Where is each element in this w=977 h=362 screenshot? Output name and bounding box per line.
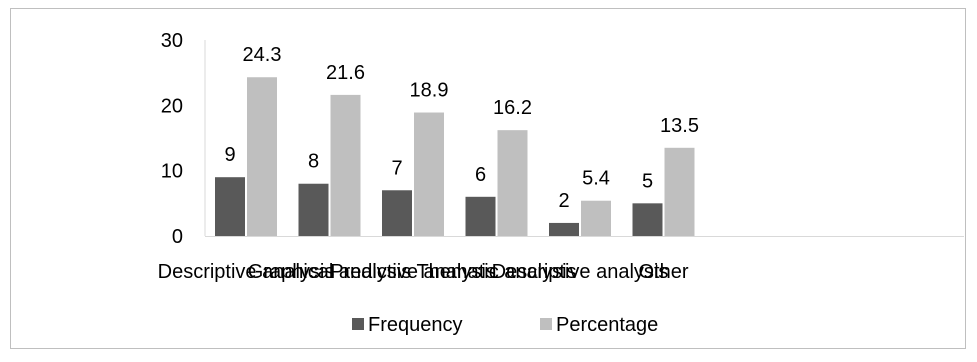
legend: Frequency Percentage [352, 314, 658, 336]
bar-frequency [382, 190, 412, 236]
y-tick-label: 10 [161, 161, 183, 183]
x-tick-label: Graphical analysis [248, 261, 411, 283]
bar-frequency [632, 203, 663, 236]
bar-frequency [465, 196, 496, 236]
legend-label-frequency: Frequency [368, 314, 463, 336]
y-tick-label: 30 [161, 30, 183, 52]
bar-percentage [664, 147, 695, 236]
bar-frequency [215, 177, 245, 236]
y-tick-label: 20 [161, 95, 183, 117]
data-label-frequency: 7 [391, 157, 402, 179]
x-tick-label: Descriptive analysis [158, 261, 335, 283]
x-tick-label: Predictive analysis [330, 261, 496, 283]
y-axis: 0 10 20 30 [161, 30, 206, 248]
bars [215, 77, 695, 237]
data-label-percentage: 5.4 [582, 168, 610, 190]
data-label-frequency: 2 [558, 190, 569, 212]
bar-percentage [581, 200, 611, 236]
data-label-frequency: 8 [308, 151, 319, 173]
data-label-frequency: 6 [475, 164, 486, 186]
x-tick-label: Other [638, 261, 688, 283]
data-label-frequency: 9 [224, 144, 235, 166]
bar-frequency [549, 222, 579, 236]
bar-percentage [247, 77, 277, 237]
data-label-percentage: 16.2 [493, 97, 532, 119]
bar-percentage [414, 112, 444, 236]
y-tick-label: 0 [172, 226, 183, 248]
bar-percentage [497, 130, 528, 236]
data-label-percentage: 13.5 [660, 115, 699, 137]
legend-swatch-frequency [352, 318, 364, 330]
data-label-frequency: 5 [642, 170, 653, 192]
data-labels: 9 24.3 8 21.6 7 18.9 6 16.2 2 5.4 5 13.5 [224, 44, 699, 212]
data-label-percentage: 21.6 [326, 62, 365, 84]
data-label-percentage: 18.9 [410, 80, 449, 102]
bar-percentage [330, 94, 361, 236]
chart-frame [10, 8, 966, 349]
data-label-percentage: 24.3 [243, 44, 282, 66]
bar-frequency [298, 183, 329, 236]
legend-swatch-percentage [540, 318, 552, 330]
x-tick-label: Descriptive analysis [492, 261, 669, 283]
legend-label-percentage: Percentage [556, 314, 658, 336]
x-tick-label: Thematic analysis [416, 261, 576, 283]
